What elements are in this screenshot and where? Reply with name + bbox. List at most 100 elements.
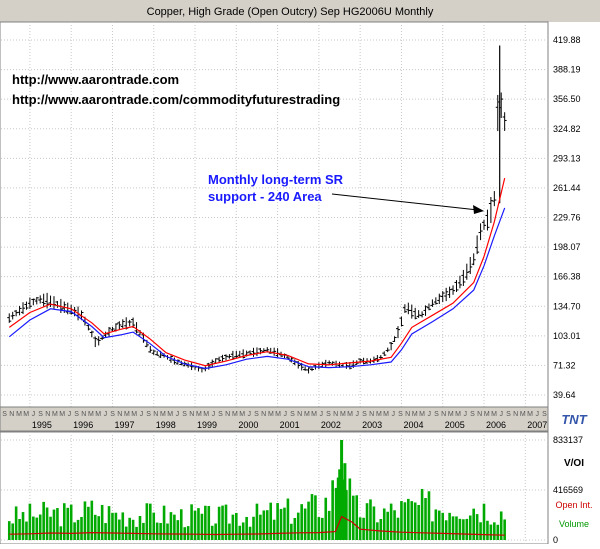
volume-bar [73,522,76,540]
annotation-line-2: support - 240 Area [208,189,322,204]
month-tick-label: S [38,411,43,418]
year-tick-label: 1999 [197,420,217,430]
volume-bar [265,510,269,540]
month-tick-label: M [124,411,130,418]
volume-bar [238,525,242,540]
volume-bar [499,511,503,540]
volume-bar [386,511,389,540]
price-tick-label: 166.38 [553,272,581,282]
volume-bar [83,501,87,540]
year-tick-label: 1998 [156,420,176,430]
volume-bar [382,508,386,540]
watermark-url-2: http://www.aarontrade.com/commodityfutur… [12,92,340,107]
month-tick-label: S [110,411,115,418]
price-grid [1,22,548,407]
volume-bar [424,498,427,540]
month-tick-label: N [369,411,374,418]
volume-bar [217,506,221,540]
month-tick-label: S [146,411,151,418]
month-tick-label: N [9,411,14,418]
volume-bar [173,514,176,540]
month-tick-label: N [261,411,266,418]
year-tick-label: 1997 [114,420,134,430]
volume-bar [369,499,372,540]
volume-spike-bar [340,440,344,540]
month-tick-label: M [311,411,317,418]
volume-bar [396,517,400,540]
price-panel [0,21,549,408]
year-tick-label: 2001 [280,420,300,430]
month-tick-label: J [499,411,503,418]
volume-bar [262,510,266,540]
volume-bar [35,517,39,540]
month-tick-label: M [232,411,238,418]
price-tick-label: 388.19 [553,65,581,75]
volume-bar [235,512,238,540]
volume-bar [331,480,334,540]
month-tick-label: M [160,411,166,418]
year-tick-label: 2004 [403,420,423,430]
volume-bar [482,503,486,540]
month-tick-label: M [376,411,382,418]
month-tick-label: N [333,411,338,418]
volume-bar [32,516,35,540]
chart-title: Copper, High Grade (Open Outcry) Sep HG2… [147,6,434,18]
volume-bar [128,517,131,540]
month-tick-label: M [131,411,137,418]
month-tick-label: N [513,411,518,418]
volume-bar [204,505,207,540]
volume-bar [272,519,276,540]
month-tick-label: S [470,411,475,418]
volume-bar [334,487,338,540]
month-tick-label: S [506,411,511,418]
month-tick-label: M [275,411,281,418]
month-tick-label: J [427,411,431,418]
month-tick-label: S [542,411,547,418]
month-tick-label: N [153,411,158,418]
year-tick-label: 1995 [32,420,52,430]
month-tick-label: J [104,411,108,418]
month-tick-label: J [32,411,36,418]
volume-bar [42,501,45,540]
volume-spike-bar [343,463,347,540]
price-tick-label: 71.32 [553,360,576,370]
price-tick-label: 198.07 [553,242,581,252]
volume-bar [431,521,434,540]
volume-bar [441,512,445,540]
volume-bar [269,502,273,540]
volume-bar [45,507,49,540]
watermark-url-1: http://www.aarontrade.com [12,72,179,87]
month-tick-label: M [448,411,454,418]
volume-bar [493,522,496,540]
volume-bar [437,510,441,540]
volume-bar [259,514,262,540]
volume-bar [138,515,142,540]
volume-bar [503,519,506,540]
volume-tick-label: 416569 [553,485,583,495]
volume-bar [420,488,424,540]
volume-bar [290,523,293,540]
open-interest-line [9,515,505,536]
month-tick-label: J [320,411,324,418]
volume-bar [155,522,159,540]
month-tick-label: M [520,411,526,418]
volume-bar [104,523,107,540]
volume-bar [455,516,458,540]
annotation-line-1: Monthly long-term SR [208,172,344,187]
month-tick-label: M [167,411,173,418]
volume-bar [355,495,359,540]
volume-bar [56,508,59,540]
volume-bar [324,497,328,540]
volume-series [7,440,506,540]
month-tick-label: M [340,411,346,418]
price-tick-label: 134.70 [553,301,581,311]
tnt-logo-text: TNT [561,412,587,427]
volume-bar [142,522,145,540]
month-tick-label: M [239,411,245,418]
month-tick-label: J [212,411,216,418]
volume-bar [303,508,307,540]
volume-bar [351,495,355,540]
volume-bar [241,522,245,540]
